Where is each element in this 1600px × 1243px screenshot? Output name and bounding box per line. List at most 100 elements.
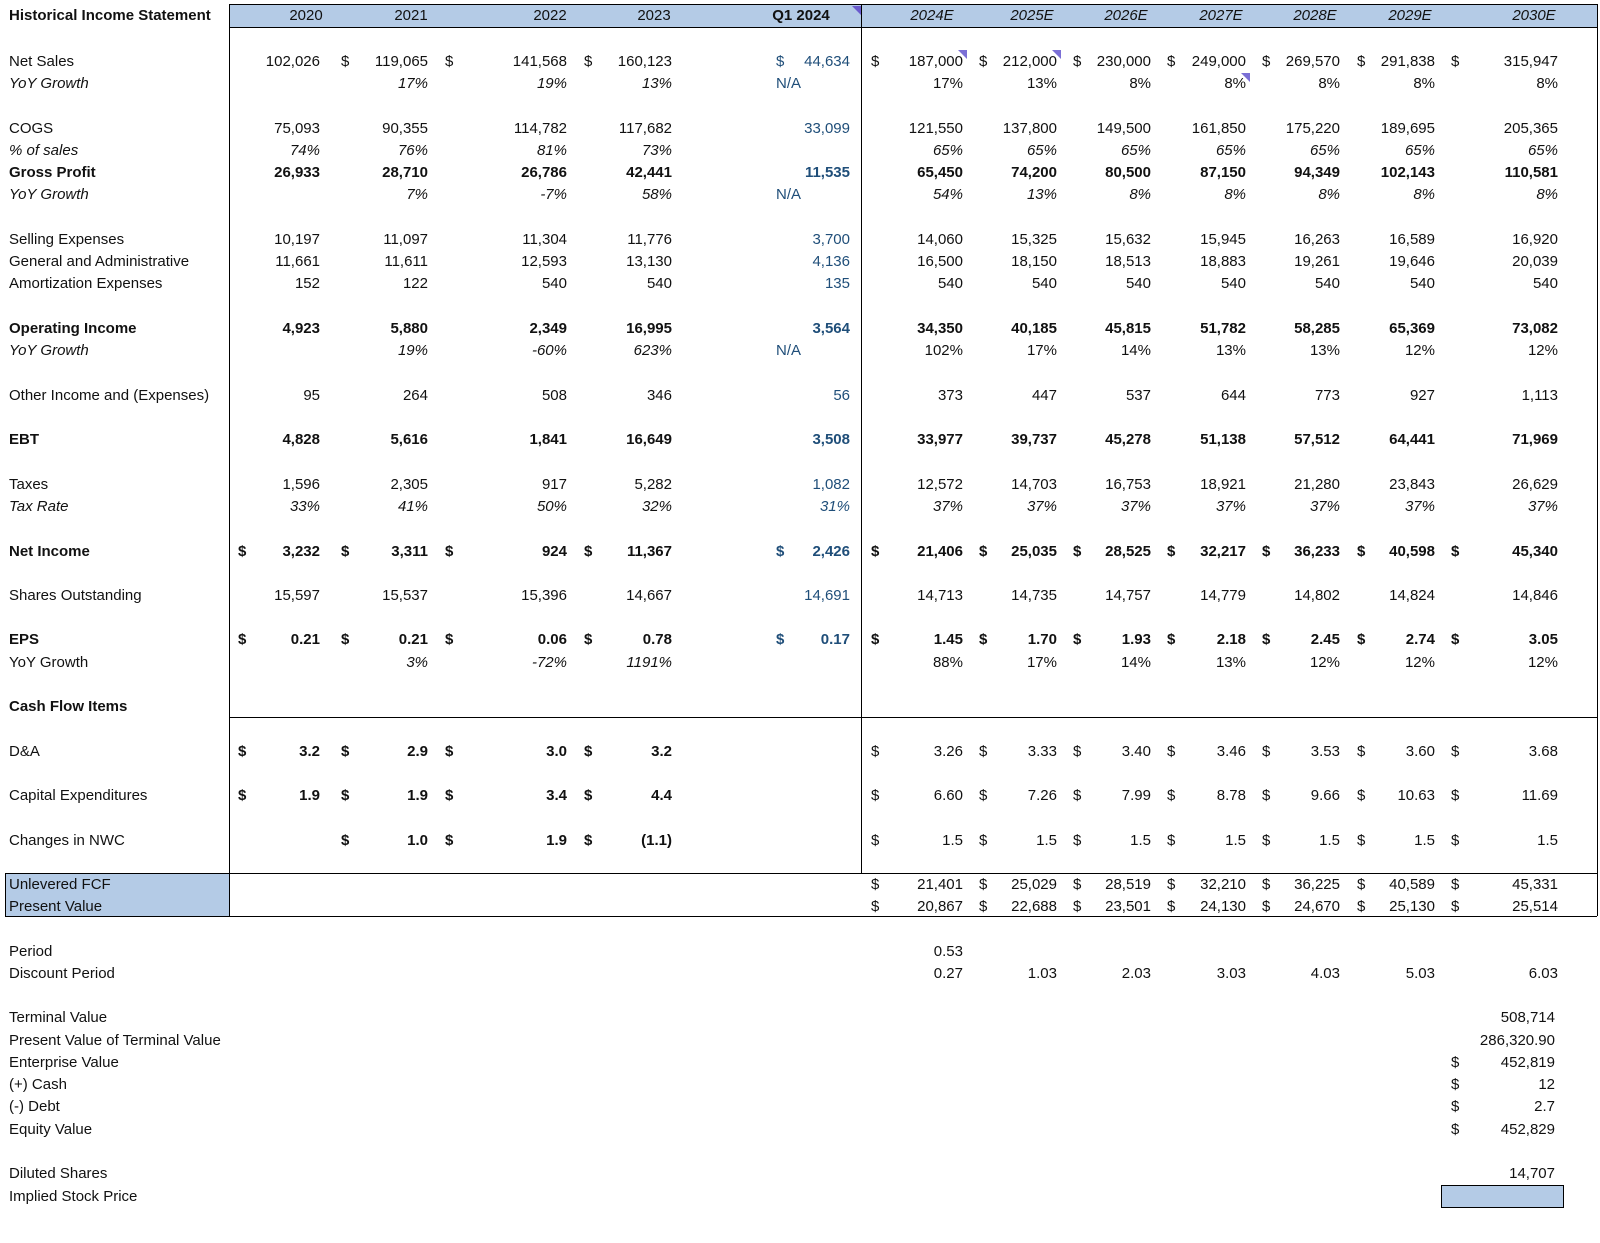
cell-value[interactable]: 102% <box>924 342 963 359</box>
cell-value[interactable]: 4.03 <box>1310 965 1340 982</box>
cell-value[interactable]: 25,130 <box>1389 898 1435 915</box>
cell-value[interactable]: 14,824 <box>1389 587 1435 604</box>
cell-value[interactable]: 540 <box>1031 275 1057 292</box>
cell-value[interactable]: 37% <box>932 498 963 515</box>
cell-value[interactable]: 15,396 <box>521 587 567 604</box>
column-header[interactable]: 2027E <box>1199 7 1243 24</box>
cell-value[interactable]: 64,441 <box>1389 431 1435 448</box>
cell-value[interactable]: 175,220 <box>1285 120 1340 137</box>
cell-value[interactable]: 7.99 <box>1121 787 1151 804</box>
cell-value[interactable]: 18,150 <box>1011 253 1057 270</box>
cell-value[interactable]: 119,065 <box>374 53 428 70</box>
cell-value[interactable]: 41% <box>397 498 428 515</box>
cell-value[interactable]: 9.66 <box>1310 787 1340 804</box>
cell-value[interactable]: 25,035 <box>1011 543 1057 560</box>
cell-value[interactable]: 7% <box>406 186 428 203</box>
cell-value[interactable]: 87,150 <box>1200 164 1246 181</box>
cell-value[interactable]: 20,039 <box>1512 253 1558 270</box>
cell-value[interactable]: 19,646 <box>1389 253 1435 270</box>
cell-value[interactable]: 0.53 <box>933 943 963 960</box>
cell-value[interactable]: 110,581 <box>1504 164 1558 181</box>
cell-value[interactable]: 644 <box>1220 387 1246 404</box>
cell-value[interactable]: 36,233 <box>1294 543 1340 560</box>
cell-value[interactable]: 19,261 <box>1294 253 1340 270</box>
cell-value[interactable]: 8% <box>1413 186 1435 203</box>
cell-value[interactable]: 45,278 <box>1105 431 1151 448</box>
valuation-value[interactable]: 12 <box>1538 1076 1555 1093</box>
cell-value[interactable]: 16,753 <box>1105 476 1151 493</box>
cell-value[interactable]: 3.68 <box>1528 743 1558 760</box>
cell-value[interactable]: 18,921 <box>1200 476 1246 493</box>
cell-value[interactable]: 6.60 <box>933 787 963 804</box>
cell-value[interactable]: 149,500 <box>1096 120 1151 137</box>
cell-value[interactable]: 11,097 <box>383 231 428 248</box>
cell-value[interactable]: 315,947 <box>1503 53 1558 70</box>
cell-value[interactable]: 8% <box>1129 186 1151 203</box>
cell-value[interactable]: 927 <box>1409 387 1435 404</box>
cell-value[interactable]: 40,598 <box>1389 543 1435 560</box>
cell-value[interactable]: 13,130 <box>626 253 672 270</box>
cell-value[interactable]: 65% <box>1120 142 1151 159</box>
cell-value[interactable]: 11,304 <box>522 231 567 248</box>
cell-value[interactable]: 10.63 <box>1397 787 1435 804</box>
cell-value[interactable]: 2.45 <box>1310 631 1340 648</box>
valuation-value[interactable]: 452,819 <box>1500 1054 1555 1071</box>
cell-value[interactable]: -7% <box>540 186 567 203</box>
cell-value[interactable]: 1.9 <box>299 787 320 804</box>
cell-value[interactable]: 10,197 <box>274 231 320 248</box>
column-header[interactable]: 2024E <box>910 7 954 24</box>
cell-value[interactable]: 0.21 <box>398 631 428 648</box>
cell-value[interactable]: 33,977 <box>917 431 963 448</box>
cell-value[interactable]: 3% <box>406 654 428 671</box>
cell-value[interactable]: 1.5 <box>1537 832 1558 849</box>
cell-value[interactable]: 94,349 <box>1294 164 1340 181</box>
cell-value[interactable]: 0.21 <box>290 631 320 648</box>
cell-value[interactable]: 4,828 <box>282 431 320 448</box>
cell-value[interactable]: 76% <box>397 142 428 159</box>
cell-value[interactable]: 3,232 <box>282 543 320 560</box>
cell-value[interactable]: 1.5 <box>1036 832 1057 849</box>
cell-value[interactable]: 65% <box>1309 142 1340 159</box>
cell-value[interactable]: 32,217 <box>1200 543 1246 560</box>
cell-value[interactable]: 2,349 <box>529 320 567 337</box>
column-header[interactable]: 2030E <box>1512 7 1556 24</box>
cell-value[interactable]: 3,311 <box>391 543 428 560</box>
cell-value[interactable]: 264 <box>402 387 428 404</box>
cell-value[interactable]: 3.46 <box>1216 743 1246 760</box>
cell-value[interactable]: 2.9 <box>407 743 428 760</box>
cell-value[interactable]: 346 <box>646 387 672 404</box>
cell-value[interactable]: 102,143 <box>1380 164 1435 181</box>
cell-value[interactable]: 19% <box>397 342 428 359</box>
cell-value[interactable]: 8% <box>1129 75 1151 92</box>
cell-value[interactable]: 1.5 <box>1130 832 1151 849</box>
cell-value[interactable]: 21,406 <box>917 543 963 560</box>
cell-value[interactable]: 0.78 <box>642 631 672 648</box>
cell-value[interactable]: 122 <box>402 275 428 292</box>
cell-value[interactable]: 3,564 <box>812 320 850 337</box>
cell-value[interactable]: 23,843 <box>1389 476 1435 493</box>
cell-value[interactable]: 540 <box>1409 275 1435 292</box>
cell-value[interactable]: 56 <box>833 387 850 404</box>
cell-value[interactable]: 1.93 <box>1121 631 1151 648</box>
cell-value[interactable]: 373 <box>937 387 963 404</box>
cell-value[interactable]: -60% <box>531 342 567 359</box>
cell-value[interactable]: -72% <box>531 654 567 671</box>
cell-value[interactable]: 12,593 <box>521 253 567 270</box>
cell-value[interactable]: 3,700 <box>812 231 850 248</box>
cell-value[interactable]: 0.27 <box>933 965 963 982</box>
cell-value[interactable]: 37% <box>1120 498 1151 515</box>
cell-value[interactable]: 7.26 <box>1027 787 1057 804</box>
column-header[interactable]: 2028E <box>1293 7 1337 24</box>
cell-value[interactable]: 73,082 <box>1512 320 1558 337</box>
cell-value[interactable]: 25,029 <box>1011 876 1057 893</box>
cell-value[interactable]: 917 <box>541 476 567 493</box>
cell-value[interactable]: 24,130 <box>1200 898 1246 915</box>
cell-value[interactable]: 12% <box>1527 342 1558 359</box>
cell-value[interactable]: 14,735 <box>1011 587 1057 604</box>
cell-value[interactable]: 14,703 <box>1011 476 1057 493</box>
column-header[interactable]: 2023 <box>637 7 671 24</box>
cell-value[interactable]: 19% <box>536 75 567 92</box>
cell-value[interactable]: 32,210 <box>1200 876 1246 893</box>
cell-value[interactable]: 80,500 <box>1105 164 1151 181</box>
cell-value[interactable]: 3.40 <box>1121 743 1151 760</box>
